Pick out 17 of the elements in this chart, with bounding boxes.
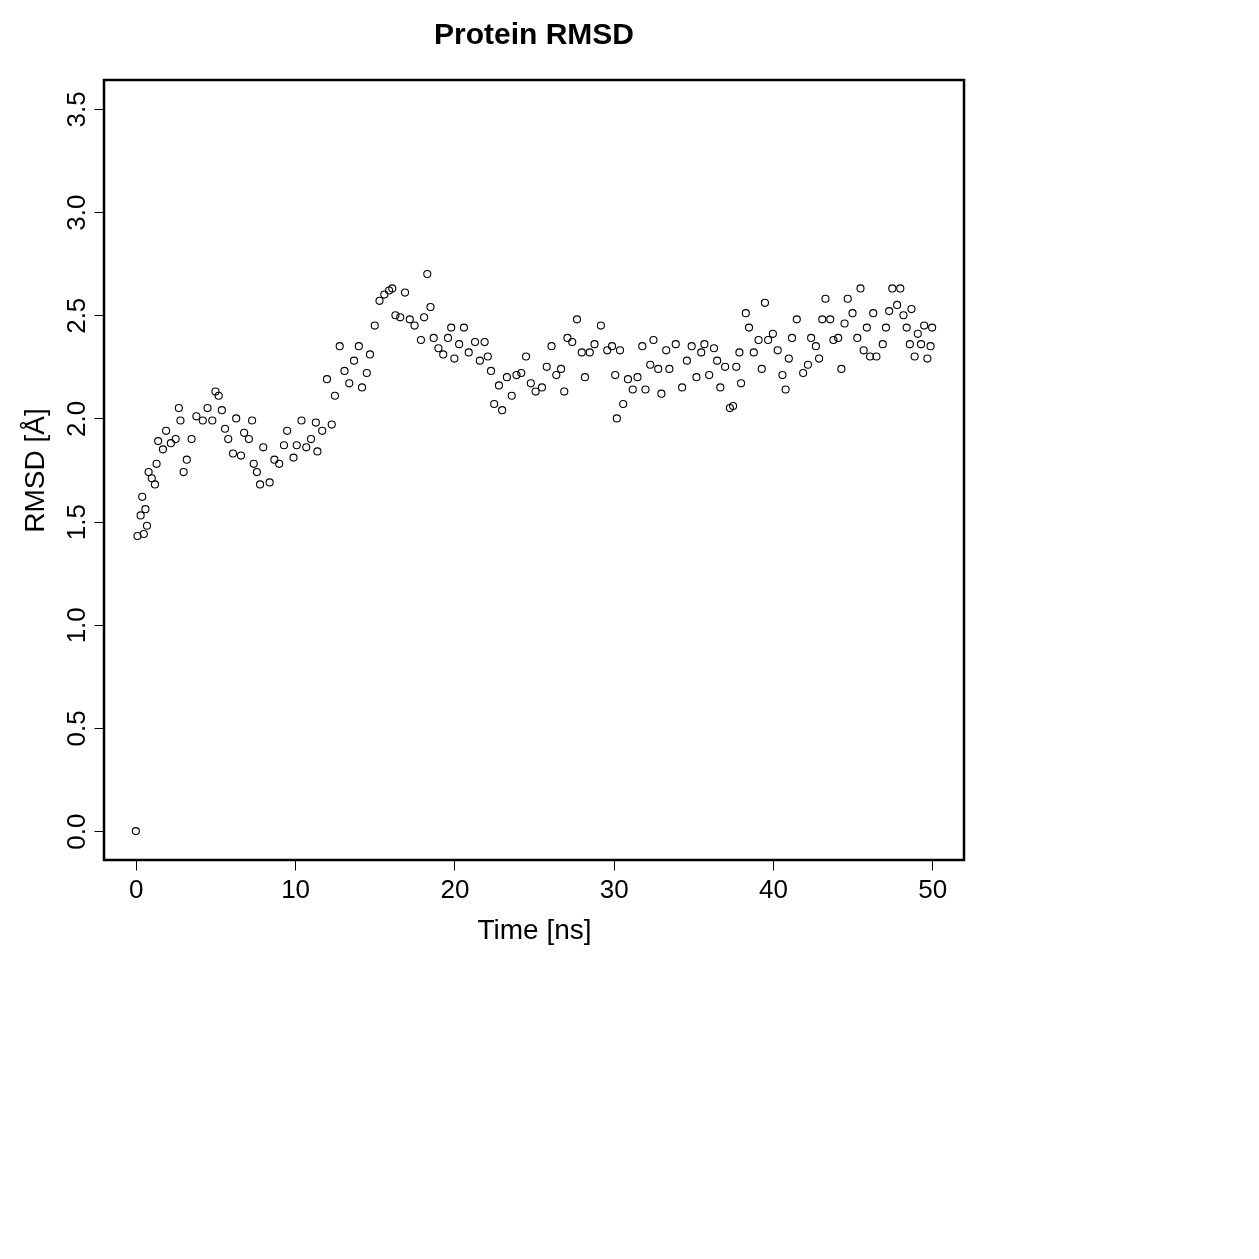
x-tick-label: 10 (281, 873, 311, 904)
y-axis-title: RMSD [Å] (18, 408, 50, 533)
x-tick-label: 20 (440, 873, 470, 904)
y-tick-label: 2.0 (60, 400, 91, 437)
x-tick-label: 50 (918, 873, 948, 904)
y-tick-label: 1.5 (60, 504, 91, 541)
x-tick-label: 40 (758, 873, 788, 904)
y-tick-label: 0.0 (60, 813, 91, 850)
y-tick-label: 3.0 (60, 194, 91, 231)
y-tick-label: 0.5 (60, 710, 91, 747)
y-tick-label: 2.5 (60, 297, 91, 334)
y-tick-label: 1.0 (60, 607, 91, 644)
y-tick-label: 3.5 (60, 91, 91, 128)
x-tick-label: 30 (599, 873, 629, 904)
chart-title: Protein RMSD (433, 17, 635, 50)
x-tick-label: 0 (129, 873, 144, 904)
x-axis-title: Time [ns] (477, 913, 592, 945)
